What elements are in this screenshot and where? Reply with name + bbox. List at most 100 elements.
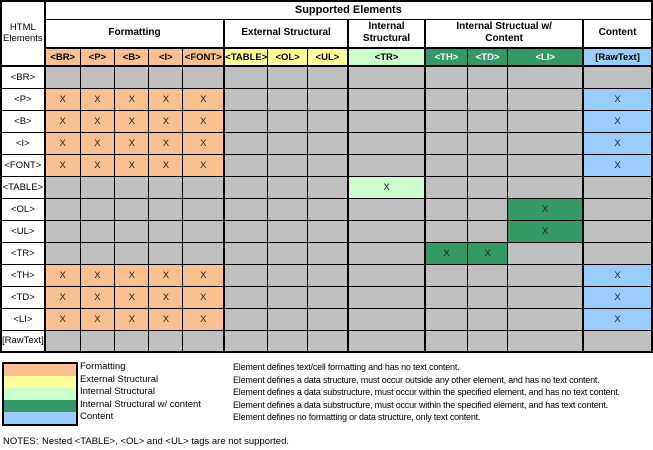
column-header-tag: <I> [148, 47, 184, 67]
matrix-cell-empty [424, 219, 468, 243]
matrix-cell-empty [267, 219, 308, 243]
matrix-cell-empty [306, 329, 349, 353]
matrix-cell-supported: X [44, 263, 81, 287]
matrix-cell-empty [507, 65, 585, 89]
matrix-cell-empty [507, 263, 585, 287]
matrix-cell-empty [44, 329, 81, 353]
matrix-cell-supported: X [114, 263, 150, 287]
matrix-cell-empty [79, 241, 116, 265]
legend-description: Element defines a data substructure, mus… [233, 399, 608, 410]
matrix-row: <FONT> X X X X X X [0, 153, 653, 177]
matrix-cell-empty [79, 65, 116, 89]
matrix-cell-supported: X [182, 307, 226, 331]
matrix-cell-supported: X [582, 109, 653, 133]
matrix-cell-empty [44, 197, 81, 221]
matrix-cell-supported: X [148, 131, 184, 155]
corner-html-elements-header: HTML Elements [0, 0, 46, 67]
matrix-cell-empty [306, 307, 349, 331]
matrix-cell-supported: X [114, 285, 150, 309]
matrix-cell-empty [114, 197, 150, 221]
matrix-cell-empty [267, 131, 308, 155]
matrix-cell-empty [223, 131, 269, 155]
matrix-cell-empty [267, 329, 308, 353]
matrix-cell-empty [347, 131, 427, 155]
matrix-cell-empty [148, 241, 184, 265]
matrix-cell-empty [507, 285, 585, 309]
matrix-cell-empty [223, 197, 269, 221]
matrix-cell-empty [182, 219, 226, 243]
matrix-cell-empty [114, 219, 150, 243]
matrix-cell-empty [148, 219, 184, 243]
matrix-row-label: <B> [0, 109, 46, 133]
matrix-cell-empty [267, 263, 308, 287]
column-header-tag: <TH> [424, 47, 468, 67]
matrix-cell-supported: X [582, 131, 653, 155]
matrix-cell-empty [582, 241, 653, 265]
matrix-cell-empty [424, 175, 468, 199]
matrix-cell-empty [267, 241, 308, 265]
matrix-cell-empty [79, 329, 116, 353]
matrix-row-label: <TABLE> [0, 175, 46, 199]
matrix-cell-empty [507, 153, 585, 177]
matrix-cell-empty [223, 263, 269, 287]
matrix-cell-supported: X [148, 153, 184, 177]
matrix-cell-empty [306, 219, 349, 243]
matrix-cell-empty [466, 307, 509, 331]
matrix-cell-empty [267, 285, 308, 309]
matrix-cell-empty [148, 175, 184, 199]
matrix-cell-empty [267, 87, 308, 111]
matrix-cell-supported: X [114, 153, 150, 177]
matrix-cell-supported: X [44, 285, 81, 309]
matrix-cell-empty [466, 219, 509, 243]
matrix-cell-empty [424, 153, 468, 177]
matrix-cell-empty [466, 285, 509, 309]
legend-description: Element defines no formatting or data st… [233, 412, 481, 423]
matrix-row: <BR> [0, 65, 653, 89]
matrix-cell-empty [267, 307, 308, 331]
column-header-tag: <OL> [267, 47, 308, 67]
matrix-cell-supported: X [347, 175, 427, 199]
matrix-cell-empty [347, 241, 427, 265]
matrix-cell-empty [466, 263, 509, 287]
matrix-cell-empty [44, 219, 81, 243]
matrix-cell-empty [306, 175, 349, 199]
notes-label: NOTES: [3, 436, 39, 447]
matrix-cell-empty [223, 87, 269, 111]
matrix-cell-empty [424, 307, 468, 331]
matrix-cell-empty [79, 219, 116, 243]
matrix-cell-empty [182, 241, 226, 265]
matrix-cell-supported: X [148, 285, 184, 309]
matrix-cell-empty [223, 285, 269, 309]
matrix-cell-empty [347, 219, 427, 243]
matrix-cell-empty [267, 175, 308, 199]
matrix-cell-supported: X [148, 87, 184, 111]
matrix-cell-empty [148, 65, 184, 89]
matrix-cell-empty [347, 307, 427, 331]
matrix-row-label: <FONT> [0, 153, 46, 177]
matrix-cell-empty [223, 109, 269, 133]
matrix-row: <TABLE> X [0, 175, 653, 199]
matrix-cell-empty [424, 263, 468, 287]
matrix-cell-supported: X [582, 153, 653, 177]
matrix-cell-empty [424, 329, 468, 353]
matrix-cell-supported: X [79, 285, 116, 309]
matrix-cell-empty [582, 219, 653, 243]
legend-description: Element defines text/cell formatting and… [233, 362, 460, 372]
matrix-cell-empty [306, 153, 349, 177]
matrix-cell-empty [223, 219, 269, 243]
legend-label: Content [80, 411, 114, 423]
column-header-tag: <UL> [306, 47, 349, 67]
matrix-cell-supported: X [582, 307, 653, 331]
matrix-cell-empty [306, 131, 349, 155]
matrix-cell-empty [182, 329, 226, 353]
legend-labels: Formatting External Structural Internal St… [80, 361, 201, 424]
matrix-cell-empty [507, 329, 585, 353]
matrix-cell-empty [79, 197, 116, 221]
matrix-cell-empty [182, 175, 226, 199]
group-header-external_structural: External Structural [223, 18, 349, 49]
matrix-cell-empty [223, 241, 269, 265]
matrix-cell-empty [267, 109, 308, 133]
matrix-row-label: <BR> [0, 65, 46, 89]
matrix-cell-supported: X [507, 197, 585, 221]
matrix-row-label: <I> [0, 131, 46, 155]
